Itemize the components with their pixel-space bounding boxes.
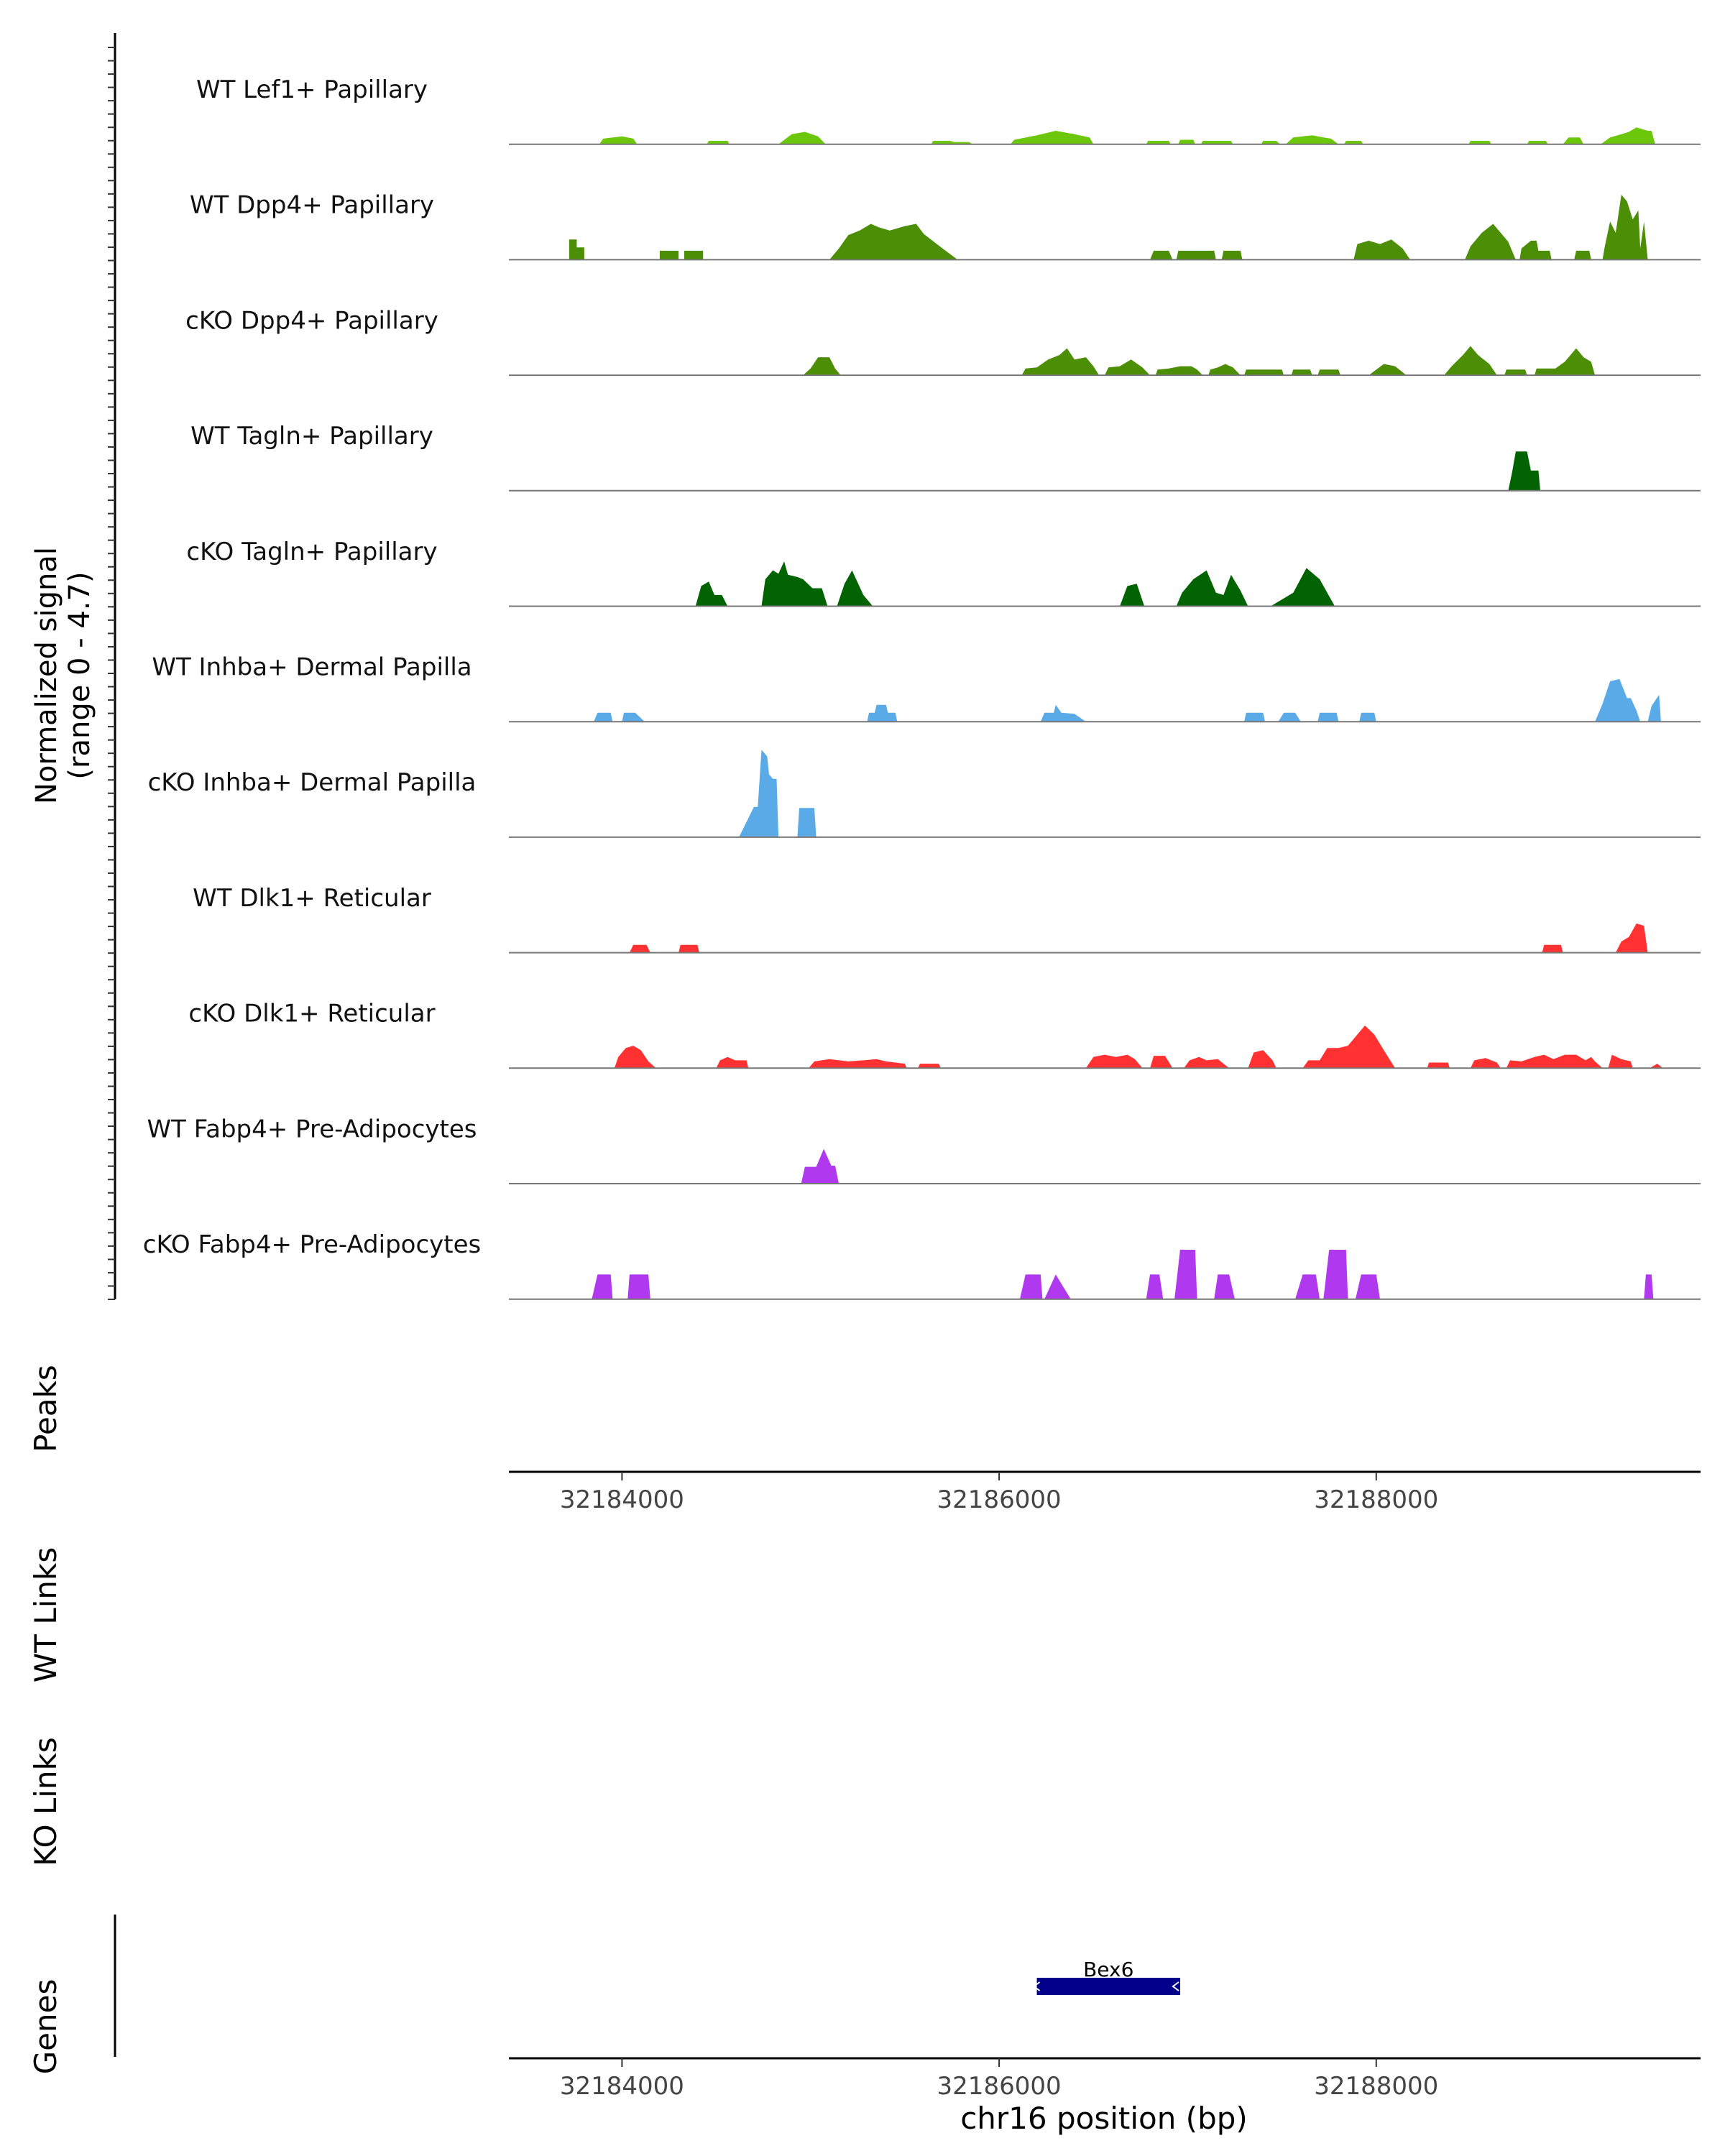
track-label: WT Dpp4+ Papillary: [190, 191, 434, 220]
x-tick-label: 32184000: [560, 2072, 684, 2101]
track-label: cKO Dpp4+ Papillary: [185, 306, 438, 335]
x-axis-title: chr16 position (bp): [960, 2101, 1248, 2136]
strand-arrow-end: [1172, 1981, 1179, 1991]
coverage-area: [803, 346, 1596, 376]
x-tick-label: 32186000: [937, 2072, 1062, 2101]
track-label: WT Lef1+ Papillary: [196, 75, 428, 104]
track-label: WT Fabp4+ Pre-Adipocytes: [147, 1115, 477, 1143]
x-axis-peaks: 32184000 32186000 32188000: [509, 1470, 1701, 1514]
track-7: cKO Inhba+ Dermal Papilla: [148, 750, 1701, 838]
track-11: cKO Fabp4+ Pre-Adipocytes: [143, 1230, 1701, 1300]
coverage-area: [801, 1148, 840, 1184]
wt-links-track-label: WT Links: [28, 1547, 63, 1682]
x-tick-label: 32186000: [937, 1485, 1062, 1514]
track-5: cKO Tagln+ Papillary: [186, 538, 1701, 607]
x-tick-label: 32184000: [560, 1485, 684, 1514]
track-label: WT Tagln+ Papillary: [190, 422, 433, 451]
gene-name-label: Bex6: [1083, 1958, 1133, 1981]
coverage-area: [695, 561, 1335, 607]
track-2: WT Dpp4+ Papillary: [190, 191, 1701, 261]
coverage-area: [594, 678, 1661, 722]
track-1: WT Lef1+ Papillary: [196, 75, 1701, 145]
genes-track: Bex6: [1032, 1958, 1180, 1995]
y-axis: [108, 33, 116, 1300]
x-axis-genes: 32184000 32186000 32188000: [509, 2057, 1701, 2101]
x-tick-label: 32188000: [1314, 1485, 1438, 1514]
track-8: WT Dlk1+ Reticular: [193, 884, 1701, 954]
gene-bex6: Bex6: [1032, 1958, 1180, 1995]
ko-links-track-label: KO Links: [28, 1737, 63, 1866]
coverage-area: [739, 750, 816, 837]
y-axis-title: Normalized signal: [30, 547, 63, 804]
coverage-tracks: WT Lef1+ Papillary WT Dpp4+ Papillary cKO …: [143, 75, 1701, 1300]
coverage-area: [569, 194, 1648, 260]
gene-body: [1036, 1978, 1180, 1995]
genes-track-label: Genes: [28, 1979, 63, 2075]
coverage-area: [1508, 451, 1540, 491]
coverage-area: [629, 923, 1648, 953]
track-label: cKO Fabp4+ Pre-Adipocytes: [143, 1230, 482, 1259]
track-4: WT Tagln+ Papillary: [190, 422, 1701, 492]
track-label: cKO Inhba+ Dermal Papilla: [148, 768, 477, 797]
y-axis-subtitle: (range 0 - 4.7): [63, 571, 96, 779]
peaks-track-label: Peaks: [28, 1365, 63, 1452]
track-3: cKO Dpp4+ Papillary: [185, 306, 1701, 377]
track-label: WT Dlk1+ Reticular: [193, 884, 431, 913]
coverage-area: [614, 1026, 1663, 1069]
track-10: WT Fabp4+ Pre-Adipocytes: [147, 1115, 1701, 1184]
track-9: cKO Dlk1+ Reticular: [188, 1000, 1701, 1069]
track-label: cKO Dlk1+ Reticular: [188, 1000, 435, 1028]
track-label: WT Inhba+ Dermal Papilla: [152, 653, 472, 682]
coverage-area: [592, 1250, 1654, 1299]
track-6: WT Inhba+ Dermal Papilla: [152, 653, 1701, 723]
coverage-area: [599, 127, 1655, 144]
strand-arrow: [1032, 1981, 1041, 1991]
track-label: cKO Tagln+ Papillary: [186, 538, 437, 566]
x-tick-label: 32188000: [1314, 2072, 1438, 2101]
